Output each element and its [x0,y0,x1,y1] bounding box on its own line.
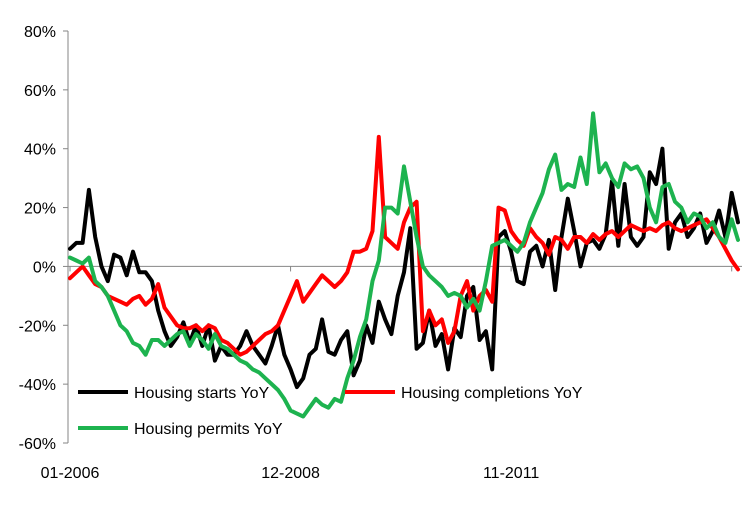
series-line-housing-permits-yoy [68,111,740,419]
x-tick-label: 01-2006 [41,465,100,482]
legend-label: Housing starts YoY [134,385,270,402]
y-tick-label: -20% [19,318,56,335]
y-tick-label: 40% [24,142,56,159]
y-tick-label: -40% [19,377,56,394]
series-lines [68,111,740,419]
series-line-housing-starts-yoy [68,146,740,390]
legend-label: Housing permits YoY [134,421,283,438]
legend-label: Housing completions YoY [401,385,583,402]
x-axis: 01-2006 12-2008 11-2011 [41,265,742,482]
y-tick-label: 0% [33,259,56,276]
y-tick-label: 20% [24,201,56,218]
y-axis: -60% -40% -20% 0% 20% 40% 60% 80% [19,24,69,453]
x-tick-label: 11-2011 [483,465,539,482]
y-tick-label: 60% [24,83,56,100]
x-tick-label: 12-2008 [261,465,320,482]
legend: Housing starts YoY Housing completions Yo… [78,385,583,438]
y-tick-label: -60% [19,436,56,453]
y-tick-label: 80% [24,24,56,41]
series-line-housing-completions-yoy [68,134,740,357]
